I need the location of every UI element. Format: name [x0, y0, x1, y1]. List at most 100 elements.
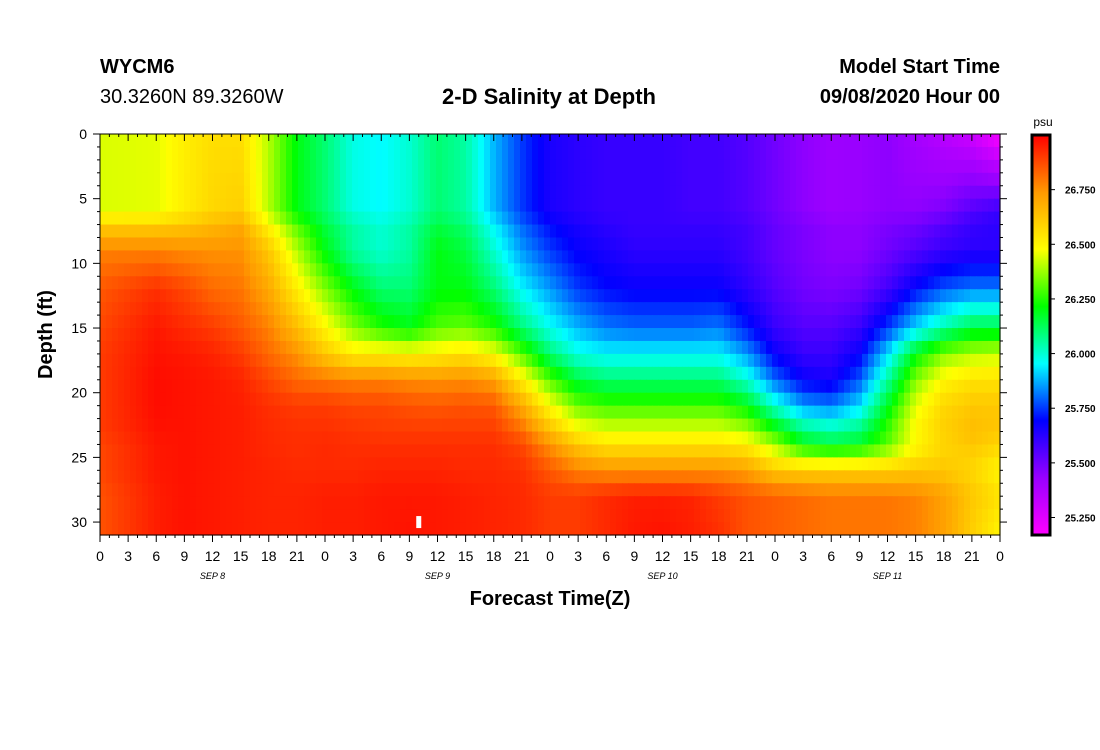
heatmap-cell [784, 302, 791, 316]
heatmap-cell [196, 328, 203, 342]
heatmap-cell [262, 146, 269, 161]
heatmap-cell [544, 289, 551, 303]
heatmap-cell [412, 146, 419, 161]
heatmap-cell [826, 159, 833, 174]
x-tick-label: 3 [799, 548, 807, 564]
heatmap-cell [100, 250, 107, 264]
heatmap-cell [934, 146, 941, 161]
heatmap-cell [826, 431, 833, 446]
heatmap-cell [586, 418, 593, 433]
heatmap-cell [760, 483, 767, 497]
heatmap-cell [616, 146, 623, 161]
heatmap-cell [646, 353, 653, 368]
heatmap-cell [106, 263, 113, 277]
heatmap-cell [154, 134, 161, 148]
heatmap-cell [808, 146, 815, 161]
heatmap-cell [628, 353, 635, 368]
heatmap-cell [178, 172, 185, 187]
heatmap-cell [556, 276, 563, 290]
heatmap-cell [976, 444, 983, 458]
heatmap-cell [412, 198, 419, 213]
heatmap-cell [376, 276, 383, 290]
heatmap-cell [328, 134, 335, 148]
heatmap-cell [466, 289, 473, 303]
heatmap-cell [268, 470, 275, 484]
heatmap-cell [334, 276, 341, 290]
heatmap-cell [442, 315, 449, 329]
heatmap-cell [916, 431, 923, 446]
heatmap-cell [322, 379, 329, 394]
heatmap-cell [976, 263, 983, 277]
heatmap-cell [196, 457, 203, 471]
heatmap-cell [994, 328, 1001, 342]
heatmap-cell [880, 134, 887, 148]
heatmap-cell [490, 211, 497, 226]
heatmap-cell [808, 457, 815, 471]
heatmap-cell [196, 198, 203, 213]
heatmap-cell [802, 276, 809, 290]
heatmap-cell [274, 315, 281, 329]
heatmap-cell [610, 509, 617, 523]
heatmap-cell [580, 276, 587, 290]
heatmap-cell [436, 237, 443, 252]
heatmap-cell [556, 289, 563, 303]
heatmap-cell [358, 457, 365, 471]
heatmap-cell [832, 159, 839, 174]
heatmap-cell [454, 444, 461, 458]
heatmap-cell [814, 198, 821, 213]
heatmap-cell [364, 237, 371, 252]
heatmap-cell [760, 522, 767, 536]
heatmap-cell [748, 379, 755, 394]
heatmap-cell [880, 198, 887, 213]
heatmap-cell [226, 328, 233, 342]
heatmap-cell [166, 263, 173, 277]
heatmap-cell [658, 134, 665, 148]
heatmap-cell [766, 483, 773, 497]
heatmap-cell [880, 496, 887, 510]
heatmap-cell [784, 146, 791, 161]
heatmap-cell [868, 340, 875, 355]
heatmap-cell [700, 289, 707, 303]
heatmap-cell [562, 185, 569, 200]
heatmap-cell [634, 353, 641, 368]
heatmap-cell [658, 496, 665, 510]
heatmap-cell [514, 198, 521, 213]
heatmap-cell [208, 418, 215, 433]
heatmap-cell [562, 522, 569, 536]
heatmap-cell [466, 172, 473, 187]
heatmap-cell [892, 185, 899, 200]
heatmap-cell [958, 289, 965, 303]
heatmap-cell [568, 134, 575, 148]
heatmap-cell [484, 522, 491, 536]
heatmap-cell [934, 522, 941, 536]
heatmap-cell [238, 172, 245, 187]
heatmap-cell [274, 172, 281, 187]
heatmap-cell [994, 522, 1001, 536]
heatmap-cell [904, 379, 911, 394]
heatmap-cell [868, 444, 875, 458]
heatmap-cell [346, 172, 353, 187]
heatmap-cell [784, 263, 791, 277]
heatmap-cell [850, 444, 857, 458]
heatmap-cell [604, 392, 611, 407]
heatmap-cell [556, 134, 563, 148]
heatmap-cell [544, 405, 551, 420]
heatmap-cell [724, 198, 731, 213]
heatmap-cell [178, 250, 185, 264]
heatmap-cell [316, 250, 323, 264]
heatmap-cell [220, 211, 227, 226]
heatmap-cell [394, 263, 401, 277]
heatmap-cell [724, 328, 731, 342]
heatmap-cell [208, 289, 215, 303]
heatmap-cell [604, 237, 611, 252]
heatmap-cell [214, 198, 221, 213]
heatmap-cell [994, 172, 1001, 187]
heatmap-cell [850, 392, 857, 407]
heatmap-cell [598, 198, 605, 213]
heatmap-cell [442, 457, 449, 471]
heatmap-cell [688, 276, 695, 290]
heatmap-cell [928, 418, 935, 433]
heatmap-cell [802, 431, 809, 446]
heatmap-cell [454, 496, 461, 510]
heatmap-cell [820, 159, 827, 174]
